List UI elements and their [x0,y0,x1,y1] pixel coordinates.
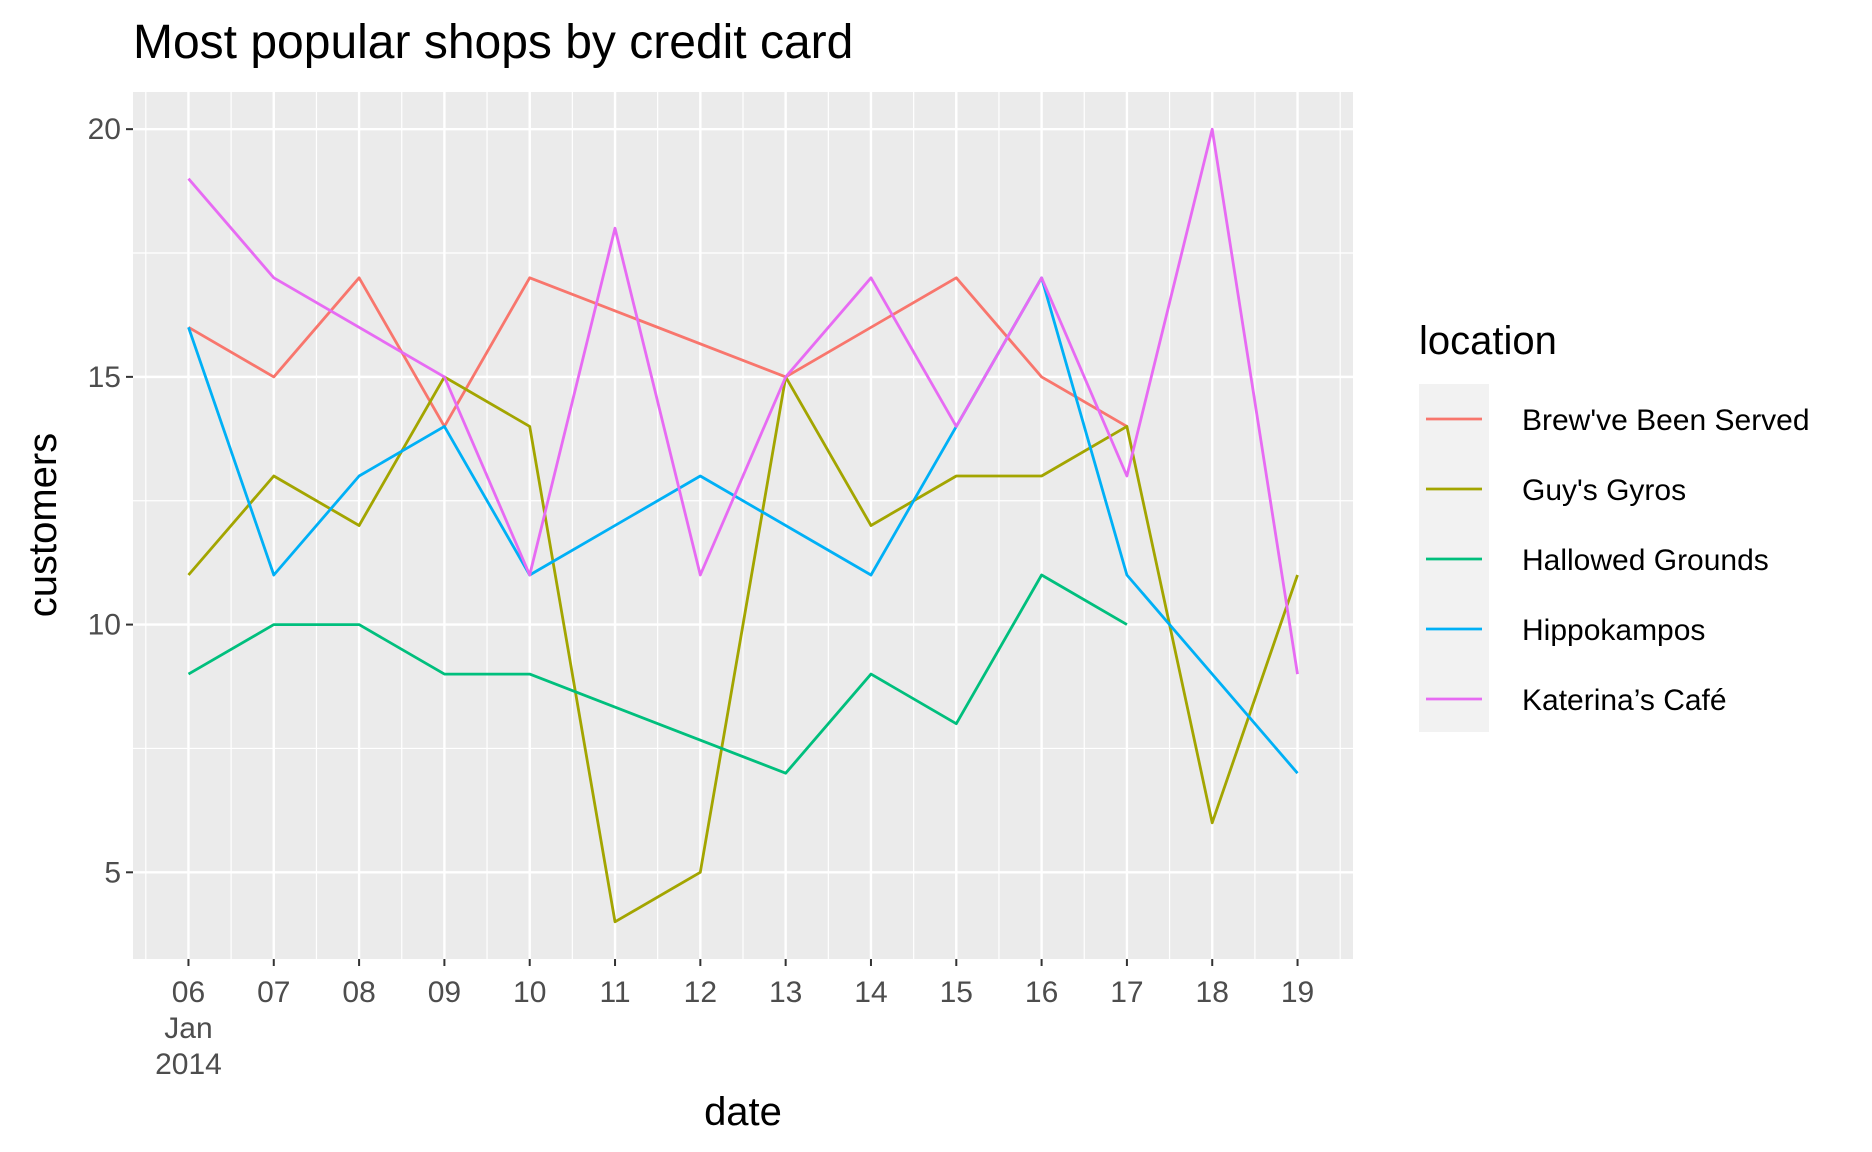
legend: location Brew've Been Served Guy's Gyros H… [1419,319,1810,732]
series-lines [187,127,1299,924]
y-axis: 5 10 15 20 [88,113,133,889]
x-tick-label: 16 [1025,976,1058,1009]
y-tick-label: 5 [104,856,121,889]
x-axis: Jan 2014 06 07 08 09 10 11 12 13 14 15 16 17 18 19 [155,959,1314,1081]
y-axis-title: customers [21,433,65,618]
x-axis-title: date [704,1090,782,1134]
x-tick-label: 17 [1110,976,1143,1009]
x-tick-label: 14 [854,976,887,1009]
y-tick-label: 10 [88,609,121,642]
series-line-0 [187,276,1128,428]
major-gridlines [133,92,1353,959]
x-tick-label: 08 [342,976,375,1009]
x-tick-label: 09 [428,976,461,1009]
x-tick-label: 11 [599,976,630,1009]
y-tick-label: 15 [88,361,121,394]
legend-label-4: Katerina’s Café [1522,684,1727,717]
x-tick-label: 07 [257,976,290,1009]
series-line-2 [187,573,1128,775]
y-tick-label: 20 [88,113,121,146]
x-tick-label: 10 [513,976,546,1009]
series-line-3 [187,276,1299,775]
legend-label-3: Hippokampos [1522,614,1705,647]
x-tick-label: 15 [940,976,973,1009]
x-tick-label: 06 [172,976,205,1009]
legend-label-2: Hallowed Grounds [1522,544,1769,577]
legend-title: location [1419,319,1557,363]
minor-gridlines [133,92,1353,959]
x-tick-sublabel-year: 2014 [155,1048,222,1081]
legend-label-1: Guy's Gyros [1522,474,1686,507]
x-tick-label: 18 [1196,976,1229,1009]
x-tick-label: 12 [684,976,717,1009]
x-tick-sublabel-month: Jan [164,1012,212,1045]
legend-label-0: Brew've Been Served [1522,404,1810,437]
chart-title: Most popular shops by credit card [133,16,853,69]
x-tick-label: 13 [769,976,802,1009]
series-line-4 [187,127,1299,675]
x-tick-label: 19 [1281,976,1314,1009]
series-line-1 [187,375,1299,924]
